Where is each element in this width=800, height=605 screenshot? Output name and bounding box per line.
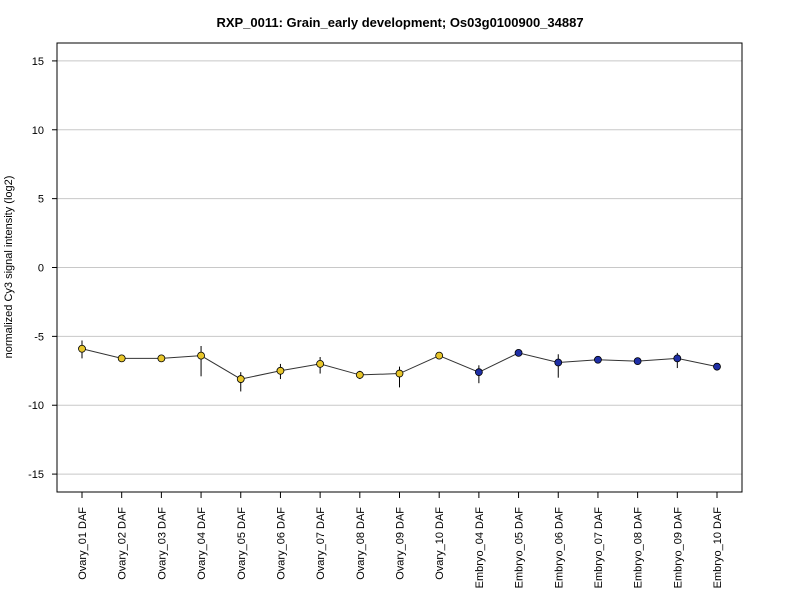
grid-lines — [57, 60, 742, 475]
data-point — [236, 375, 245, 383]
x-tick-label: Ovary_02 DAF — [117, 507, 129, 580]
x-tick-label: Embryo_04 DAF — [474, 507, 486, 589]
data-point — [117, 354, 126, 363]
x-tick-label: Ovary_08 DAF — [355, 507, 367, 580]
error-bars — [81, 340, 718, 392]
data-point — [316, 360, 325, 368]
data-point — [514, 348, 523, 357]
x-tick-label: Embryo_09 DAF — [672, 507, 684, 589]
x-tick-label: Embryo_06 DAF — [553, 507, 565, 589]
x-tick-label: Embryo_10 DAF — [712, 507, 724, 589]
data-point — [673, 354, 682, 363]
data-point — [713, 362, 721, 371]
y-tick-label: -10 — [28, 400, 44, 412]
data-point — [355, 371, 364, 379]
data-points — [78, 344, 721, 383]
x-tick-label: Ovary_01 DAF — [77, 507, 89, 580]
x-tick-label: Embryo_07 DAF — [593, 507, 605, 589]
data-point — [435, 351, 444, 360]
x-tick-label: Ovary_06 DAF — [275, 507, 287, 580]
x-tick-label: Ovary_05 DAF — [236, 507, 248, 580]
x-tick-label: Ovary_09 DAF — [395, 507, 407, 580]
y-tick-label: 15 — [32, 56, 44, 68]
data-point — [594, 355, 602, 364]
data-point — [157, 354, 166, 363]
data-point — [554, 358, 563, 367]
y-tick-label: 5 — [38, 194, 44, 206]
y-axis-ticks: -15 -10 -5 0 5 10 15 — [28, 56, 57, 481]
y-tick-label: 10 — [32, 125, 44, 137]
x-tick-label: Embryo_08 DAF — [633, 507, 645, 589]
y-tick-label: -15 — [28, 469, 44, 481]
x-tick-label: Ovary_10 DAF — [434, 507, 446, 580]
data-point — [197, 351, 205, 360]
x-tick-label: Ovary_04 DAF — [196, 507, 208, 580]
y-tick-label: -5 — [34, 331, 44, 343]
x-tick-label: Ovary_07 DAF — [315, 507, 327, 580]
chart-title: RXP_0011: Grain_early development; Os03g… — [216, 15, 583, 30]
data-point — [395, 369, 404, 378]
data-point — [633, 357, 642, 366]
data-point — [474, 368, 483, 377]
data-point — [78, 344, 86, 353]
y-axis-label: normalized Cy3 signal intensity (log2) — [3, 176, 15, 359]
x-tick-label: Embryo_05 DAF — [514, 507, 526, 589]
y-tick-label: 0 — [38, 263, 44, 275]
x-tick-label: Ovary_03 DAF — [156, 507, 168, 580]
data-point — [276, 366, 285, 375]
x-axis-ticks: Ovary_01 DAF Ovary_02 DAF Ovary_03 DAF Ovar… — [77, 492, 724, 588]
